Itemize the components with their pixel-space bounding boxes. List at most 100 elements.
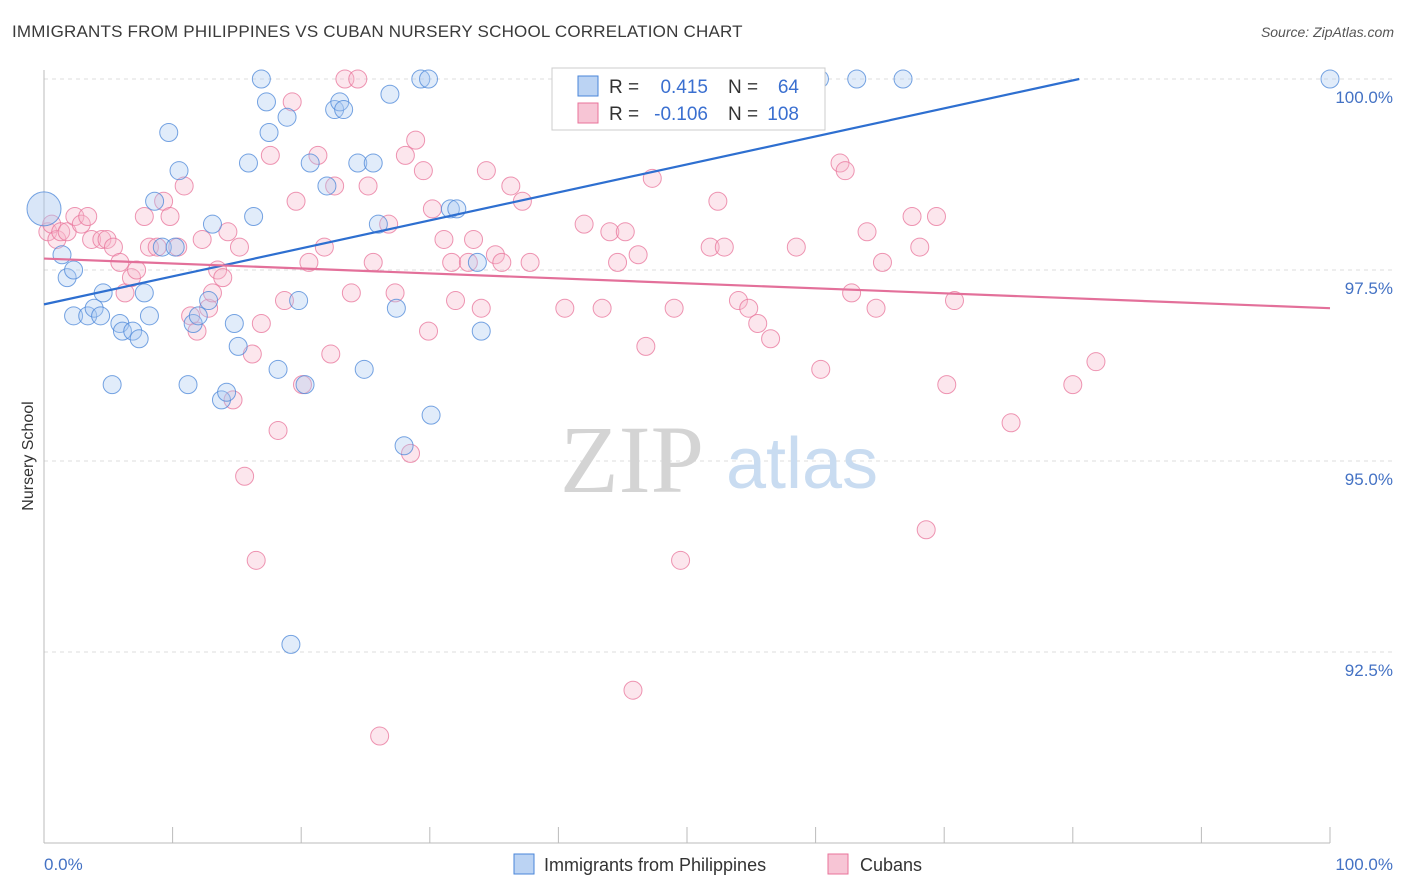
data-point-cubans: [321, 344, 341, 364]
data-point-philippines: [363, 153, 383, 173]
data-point-philippines: [348, 153, 368, 173]
data-point-philippines: [411, 69, 431, 89]
data-point-philippines: [467, 252, 487, 272]
data-point-philippines: [188, 306, 208, 326]
data-point-philippines: [251, 69, 271, 89]
data-point-cubans: [574, 214, 594, 234]
data-point-cubans: [811, 359, 831, 379]
data-point-cubans: [714, 237, 734, 257]
data-point-philippines: [91, 306, 111, 326]
data-point-philippines: [238, 153, 258, 173]
y-tick-label: 92.5%: [1345, 661, 1393, 680]
watermark-atlas: atlas: [726, 424, 878, 504]
data-point-cubans: [476, 161, 496, 181]
data-point-cubans: [199, 298, 219, 318]
data-point-cubans: [857, 222, 877, 242]
data-point-philippines: [129, 329, 149, 349]
data-point-philippines: [228, 336, 248, 356]
data-point-cubans: [1001, 413, 1021, 433]
data-point-philippines: [277, 107, 297, 127]
data-point-philippines: [368, 214, 388, 234]
data-point-philippines: [224, 313, 244, 333]
data-point-philippines: [300, 153, 320, 173]
data-point-philippines: [145, 191, 165, 211]
data-point-philippines: [419, 69, 439, 89]
data-point-cubans: [419, 321, 439, 341]
data-point-cubans: [842, 283, 862, 303]
data-point-cubans: [708, 191, 728, 211]
data-point-cubans: [97, 229, 117, 249]
series-cubans-points: [38, 69, 1106, 746]
gridlines: [44, 78, 1392, 653]
data-point-cubans: [872, 252, 892, 272]
data-point-cubans: [82, 229, 102, 249]
data-point-cubans: [274, 291, 294, 311]
data-point-cubans: [866, 298, 886, 318]
data-point-cubans: [739, 298, 759, 318]
data-point-cubans: [341, 283, 361, 303]
data-point-cubans: [78, 207, 98, 227]
data-point-cubans: [92, 229, 112, 249]
data-point-cubans: [555, 298, 575, 318]
data-point-cubans: [492, 252, 512, 272]
data-point-philippines: [394, 436, 414, 456]
data-point-cubans: [592, 298, 612, 318]
data-point-cubans: [615, 222, 635, 242]
data-point-cubans: [299, 252, 319, 272]
legend-r-value-cubans: -0.106: [654, 104, 708, 125]
data-point-cubans: [485, 245, 505, 265]
data-point-philippines: [380, 84, 400, 104]
series-legend: Immigrants from Philippines Cubans: [513, 853, 922, 875]
stats-legend: R = 0.415 N = 64 R = -0.106 N = 108: [551, 67, 826, 131]
data-point-cubans: [937, 375, 957, 395]
data-point-philippines: [440, 199, 460, 219]
data-point-cubans: [406, 130, 426, 150]
legend-n-label-cubans: N =: [728, 104, 758, 125]
trend-line-cubans: [43, 257, 1331, 310]
data-point-cubans: [51, 222, 71, 242]
x-axis-ticks: [43, 827, 1331, 843]
data-point-cubans: [471, 298, 491, 318]
bottom-legend-label-cubans: Cubans: [860, 855, 922, 875]
data-point-cubans: [748, 313, 768, 333]
data-point-cubans: [1063, 375, 1083, 395]
legend-n-label-philippines: N =: [728, 77, 758, 98]
data-point-philippines: [256, 92, 276, 112]
x-axis-tick-labels: 0.0% 100.0%: [44, 855, 1393, 874]
y-tick-label: 95.0%: [1345, 470, 1393, 489]
data-point-philippines: [217, 382, 237, 402]
data-point-cubans: [902, 207, 922, 227]
data-point-cubans: [501, 176, 521, 196]
data-point-cubans: [608, 252, 628, 272]
data-point-cubans: [401, 443, 421, 463]
data-point-philippines: [134, 283, 154, 303]
data-point-cubans: [395, 145, 415, 165]
bottom-legend-label-philippines: Immigrants from Philippines: [544, 855, 766, 875]
data-point-cubans: [358, 176, 378, 196]
legend-n-value-philippines: 64: [778, 77, 800, 98]
chart-title: IMMIGRANTS FROM PHILIPPINES VS CUBAN NUR…: [12, 22, 743, 41]
chart-source: Source: ZipAtlas.com: [1260, 24, 1394, 40]
data-point-philippines: [123, 321, 143, 341]
data-point-cubans: [370, 726, 390, 746]
data-point-cubans: [229, 237, 249, 257]
data-point-cubans: [446, 291, 466, 311]
data-point-cubans: [636, 336, 656, 356]
data-point-cubans: [260, 145, 280, 165]
data-point-cubans: [213, 268, 233, 288]
y-tick-label: 100.0%: [1335, 88, 1393, 107]
data-point-philippines: [169, 161, 189, 181]
data-point-philippines: [202, 214, 222, 234]
data-point-cubans: [761, 329, 781, 349]
data-point-philippines: [112, 321, 132, 341]
data-point-philippines: [471, 321, 491, 341]
data-point-cubans: [363, 252, 383, 272]
legend-swatch-cubans: [577, 102, 599, 124]
data-point-cubans: [700, 237, 720, 257]
x-tick-label-min: 0.0%: [44, 855, 83, 874]
bottom-legend-swatch-philippines: [513, 853, 535, 875]
data-point-cubans: [251, 313, 271, 333]
y-axis-tick-labels: 92.5% 95.0% 97.5% 100.0%: [1335, 88, 1393, 680]
data-point-philippines: [84, 298, 104, 318]
